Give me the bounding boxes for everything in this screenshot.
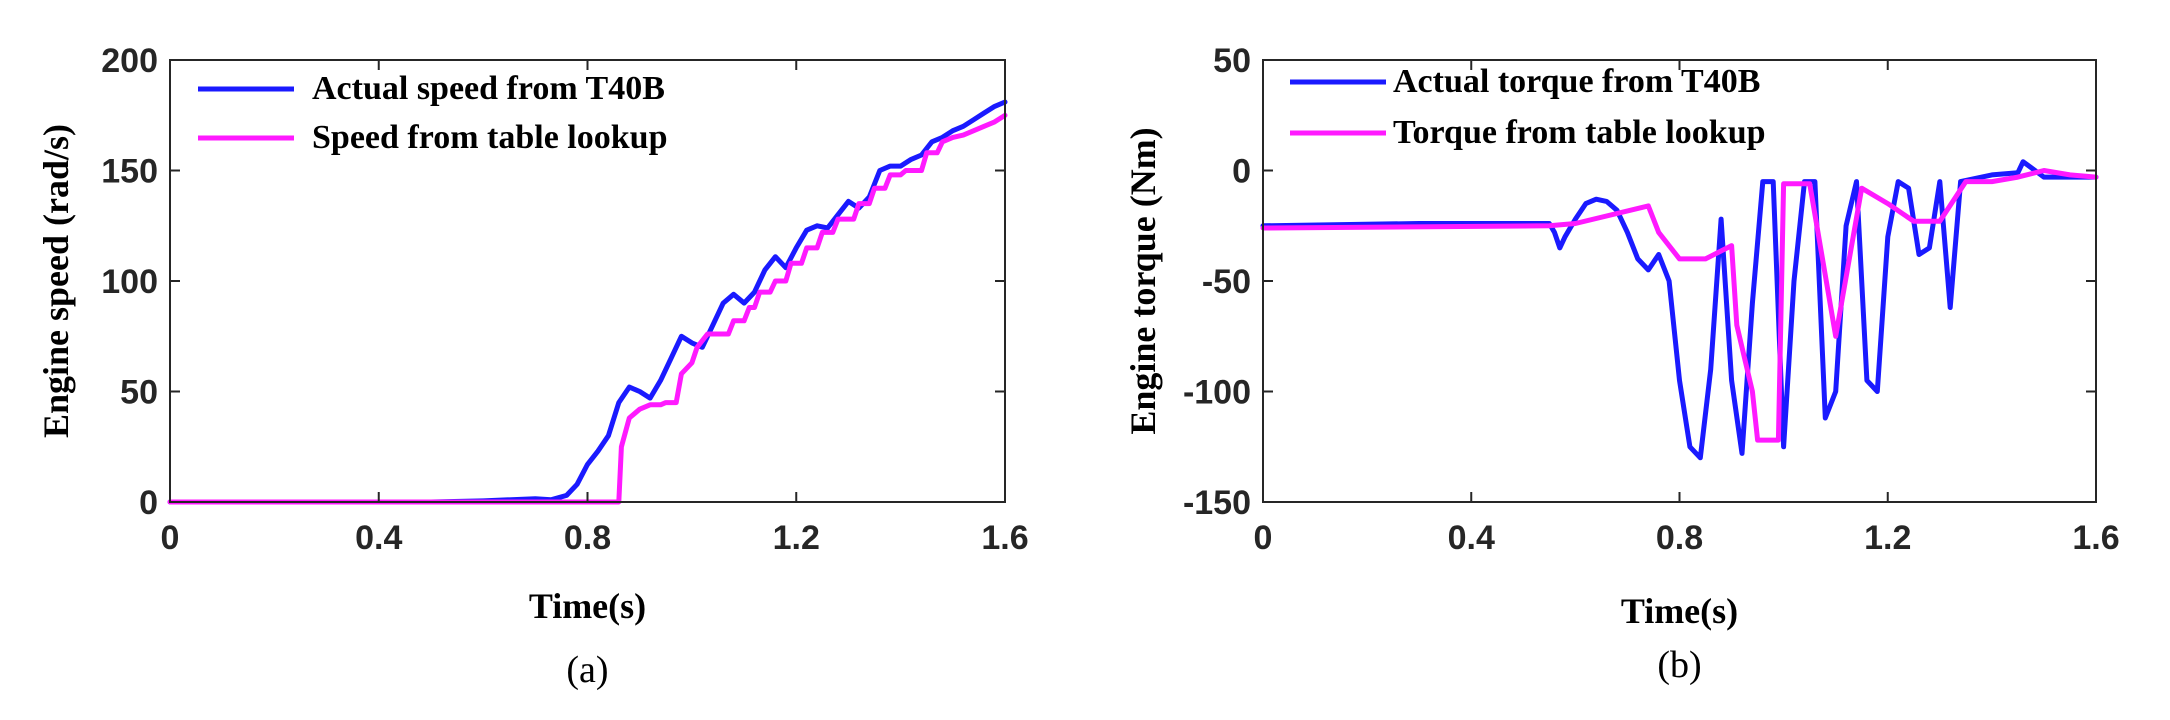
- x-tick-label: 0: [1254, 519, 1273, 557]
- y-tick-label: -150: [1183, 484, 1251, 522]
- panel-caption: (a): [566, 649, 608, 691]
- y-tick-label: 0: [139, 484, 158, 522]
- x-tick-label: 1.6: [981, 519, 1028, 557]
- y-axis-label: Engine torque (Nm): [1123, 127, 1163, 434]
- y-tick-label: -50: [1202, 263, 1251, 301]
- series-line-1: [167, 112, 1008, 505]
- x-axis-label: Time(s): [1621, 591, 1738, 631]
- y-tick-label: -100: [1183, 374, 1251, 412]
- legend-label-0: Actual torque from T40B: [1393, 63, 1760, 100]
- series-line-1: [1260, 168, 2099, 443]
- chart-panel-1: 0 0.4 0.8 1.2 1.6 -150 -100 -50 0 50 Time(s) Engine…: [1123, 42, 2120, 686]
- y-tick-label: 100: [101, 263, 158, 301]
- y-tick-label: 200: [101, 42, 158, 80]
- x-tick-label: 1.2: [1864, 519, 1911, 557]
- x-tick-label: 1.2: [773, 519, 820, 557]
- x-tick-label: 0.4: [1448, 519, 1495, 557]
- series-line-0: [167, 99, 1008, 505]
- x-tick-label: 0.4: [355, 519, 402, 557]
- y-tick-label: 50: [120, 374, 158, 412]
- legend-label-0: Actual speed from T40B: [312, 70, 665, 107]
- chart-panel-0: 0 0.4 0.8 1.2 1.6 0 50 100 150 200 Time(s) Engine s…: [36, 42, 1029, 691]
- y-tick-label: 0: [1232, 153, 1251, 191]
- legend-label-1: Torque from table lookup: [1393, 114, 1766, 151]
- y-tick-label: 150: [101, 153, 158, 191]
- panel-caption: (b): [1657, 644, 1701, 686]
- x-tick-label: 0: [161, 519, 180, 557]
- x-tick-label: 0.8: [1656, 519, 1703, 557]
- x-tick-label: 0.8: [564, 519, 611, 557]
- x-axis-label: Time(s): [529, 586, 646, 626]
- legend-label-1: Speed from table lookup: [312, 119, 667, 156]
- y-tick-label: 50: [1213, 42, 1251, 80]
- series-line-0: [1260, 159, 2099, 461]
- y-axis-label: Engine speed (rad/s): [36, 124, 76, 438]
- x-tick-label: 1.6: [2072, 519, 2119, 557]
